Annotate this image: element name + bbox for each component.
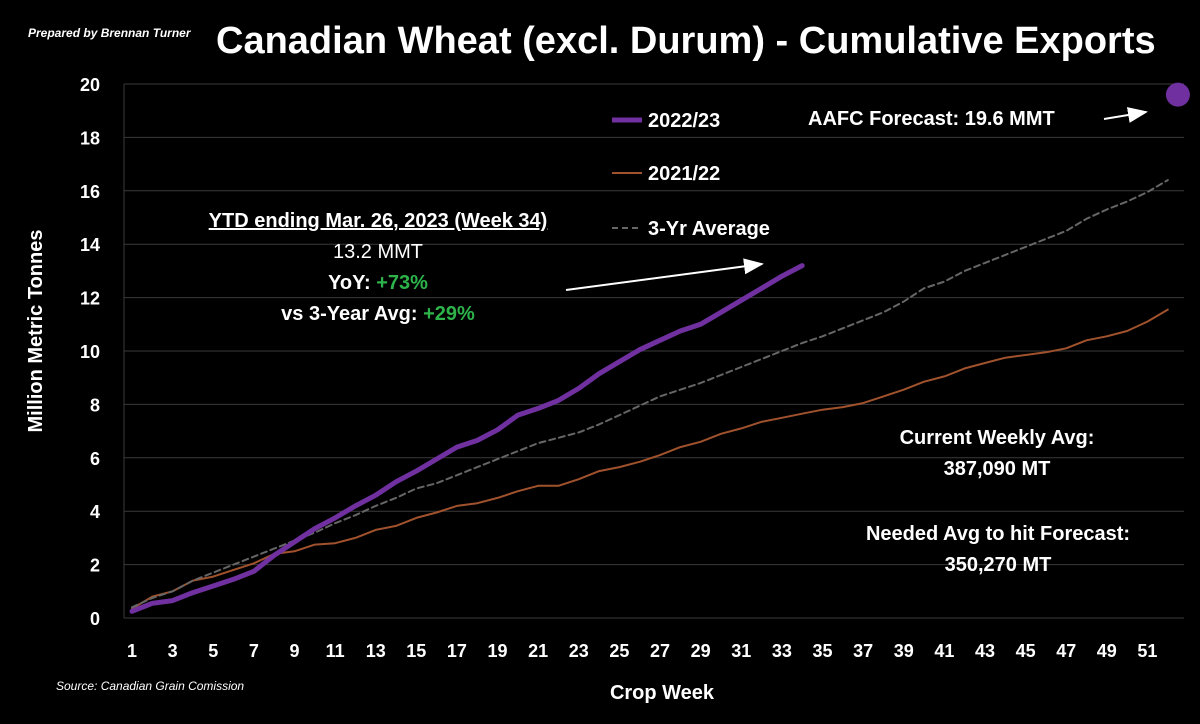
chart-marks [1165, 82, 1190, 107]
x-tick-label: 37 [853, 641, 873, 661]
y-tick-label: 8 [90, 395, 100, 415]
y-tick-label: 4 [90, 502, 100, 522]
y-tick-label: 14 [80, 235, 100, 255]
y-tick-label: 12 [80, 289, 100, 309]
x-tick-label: 9 [289, 641, 299, 661]
forecast-annotation: AAFC Forecast: 19.6 MMT [808, 108, 1055, 130]
prepared-by-credit: Prepared by Brennan Turner [28, 26, 191, 40]
x-tick-label: 25 [609, 641, 629, 661]
y-tick-label: 2 [90, 556, 100, 576]
gridlines [123, 83, 1184, 619]
x-tick-label: 3 [168, 641, 178, 661]
ytd-heading: YTD ending Mar. 26, 2023 (Week 34) [208, 210, 548, 232]
source-note: Source: Canadian Grain Comission [56, 679, 245, 693]
x-tick-label: 13 [366, 641, 386, 661]
yoy-line: YoY: +73% [178, 268, 578, 299]
y-tick-label: 16 [80, 182, 100, 202]
avg-label: vs 3-Year Avg: [281, 303, 424, 325]
chart-title: Canadian Wheat (excl. Durum) - Cumulativ… [216, 20, 1156, 62]
x-axis-label: Crop Week [610, 682, 715, 704]
x-tick-label: 31 [731, 641, 751, 661]
x-tick-label: 39 [894, 641, 914, 661]
x-tick-label: 33 [772, 641, 792, 661]
ytd-value: 13.2 MMT [332, 241, 424, 263]
x-tick-label: 35 [812, 641, 832, 661]
weekly-avg-annotation: Current Weekly Avg: 387,090 MT [852, 423, 1142, 485]
ytd-annotation: YTD ending Mar. 26, 2023 (Week 34) 13.2 … [178, 206, 578, 330]
y-tick-label: 10 [80, 342, 100, 362]
x-tick-label: 49 [1097, 641, 1117, 661]
legend-label-3yr-average: 3-Yr Average [648, 218, 770, 240]
x-tick-label: 11 [326, 641, 345, 661]
x-tick-label: 43 [975, 641, 995, 661]
weekly-avg-label: Current Weekly Avg: [899, 427, 1095, 449]
needed-avg-value: 350,270 MT [944, 554, 1052, 576]
x-tick-label: 45 [1016, 641, 1036, 661]
y-tick-label: 6 [90, 449, 100, 469]
needed-avg-annotation: Needed Avg to hit Forecast: 350,270 MT [838, 519, 1158, 581]
legend-label-2022-23: 2022/23 [648, 110, 720, 132]
x-tick-label: 51 [1137, 641, 1157, 661]
x-tick-label: 29 [691, 641, 711, 661]
x-tick-label: 15 [406, 641, 426, 661]
x-tick-label: 7 [249, 641, 259, 661]
x-tick-label: 41 [934, 641, 954, 661]
x-tick-label: 21 [528, 641, 548, 661]
forecast-arrow [1103, 107, 1148, 123]
ytd-arrow [565, 258, 764, 291]
needed-avg-label: Needed Avg to hit Forecast: [865, 523, 1131, 545]
weekly-avg-value: 387,090 MT [943, 458, 1051, 480]
y-tick-label: 18 [80, 128, 100, 148]
x-tick-label: 17 [447, 641, 467, 661]
yoy-value: +73% [376, 272, 428, 294]
x-tick-label: 27 [650, 641, 670, 661]
series-line-2022-23 [129, 263, 805, 614]
legend-label-2021-22: 2021/22 [648, 163, 720, 185]
y-tick-label: 20 [80, 75, 100, 95]
yoy-label: YoY: [328, 272, 377, 294]
y-tick-label: 0 [90, 609, 100, 629]
avg-line: vs 3-Year Avg: +29% [178, 299, 578, 330]
x-tick-label: 1 [127, 641, 137, 661]
y-axis-label: Million Metric Tonnes [25, 230, 47, 433]
x-tick-label: 47 [1056, 641, 1076, 661]
series-line-2021-22 [131, 308, 1169, 610]
series-lines [129, 179, 1169, 614]
forecast-point [1165, 82, 1190, 107]
x-tick-label: 19 [488, 641, 508, 661]
x-tick-label: 5 [208, 641, 218, 661]
avg-value: +29% [423, 303, 475, 325]
x-tick-label: 23 [569, 641, 589, 661]
